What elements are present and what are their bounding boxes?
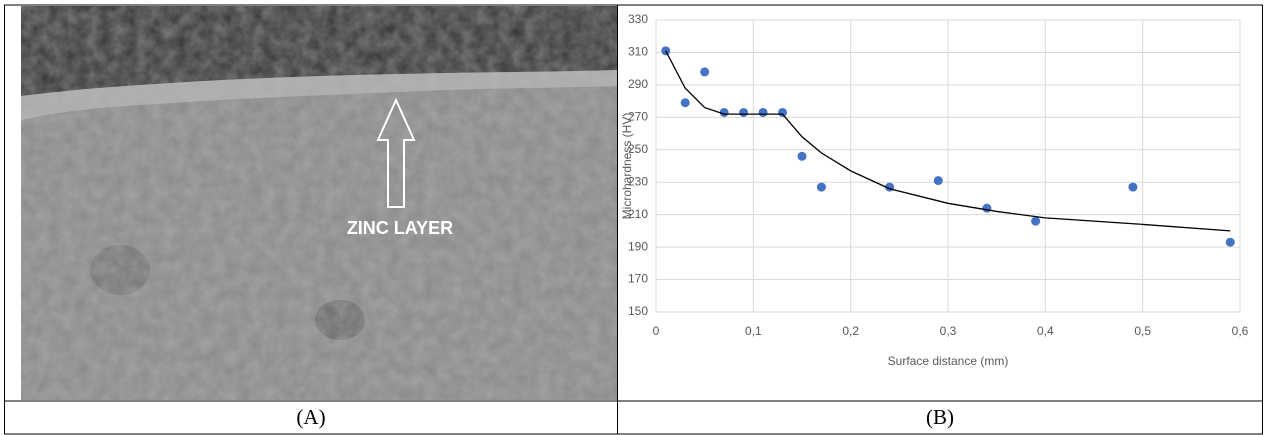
- annotation: ZINC LAYER: [347, 218, 453, 238]
- x-tick-label: 0,1: [745, 324, 762, 338]
- y-axis-label: Microhardness (HV): [620, 113, 634, 220]
- data-point: [700, 67, 709, 76]
- figure: ZINC LAYER (A) (B) Surface distance (mm)…: [0, 0, 1266, 435]
- y-tick-label: 330: [628, 12, 648, 26]
- data-point: [817, 183, 826, 192]
- y-tick-label: 190: [628, 239, 648, 253]
- y-tick-label: 250: [628, 142, 648, 156]
- x-tick-label: 0: [653, 324, 660, 338]
- data-point: [778, 108, 787, 117]
- y-tick-label: 170: [628, 272, 648, 286]
- y-tick-label: 230: [628, 174, 648, 188]
- x-axis-label: Surface distance (mm): [888, 354, 1009, 368]
- y-tick-label: 210: [628, 207, 648, 221]
- caption: (A): [296, 405, 325, 429]
- data-point: [1031, 217, 1040, 226]
- data-point: [681, 98, 690, 107]
- x-tick-label: 0,3: [940, 324, 957, 338]
- y-tick-label: 150: [628, 304, 648, 318]
- x-tick-label: 0,6: [1232, 324, 1249, 338]
- y-tick-label: 310: [628, 45, 648, 59]
- x-tick-label: 0,5: [1134, 324, 1151, 338]
- data-point: [934, 176, 943, 185]
- caption: (B): [926, 405, 954, 429]
- y-tick-label: 290: [628, 77, 648, 91]
- x-tick-label: 0,4: [1037, 324, 1054, 338]
- data-point: [759, 108, 768, 117]
- data-point: [739, 108, 748, 117]
- data-point: [798, 152, 807, 161]
- data-point: [982, 204, 991, 213]
- micrograph: [21, 6, 617, 400]
- data-point: [1128, 183, 1137, 192]
- data-point: [1226, 238, 1235, 247]
- y-tick-label: 270: [628, 110, 648, 124]
- x-tick-label: 0,2: [842, 324, 859, 338]
